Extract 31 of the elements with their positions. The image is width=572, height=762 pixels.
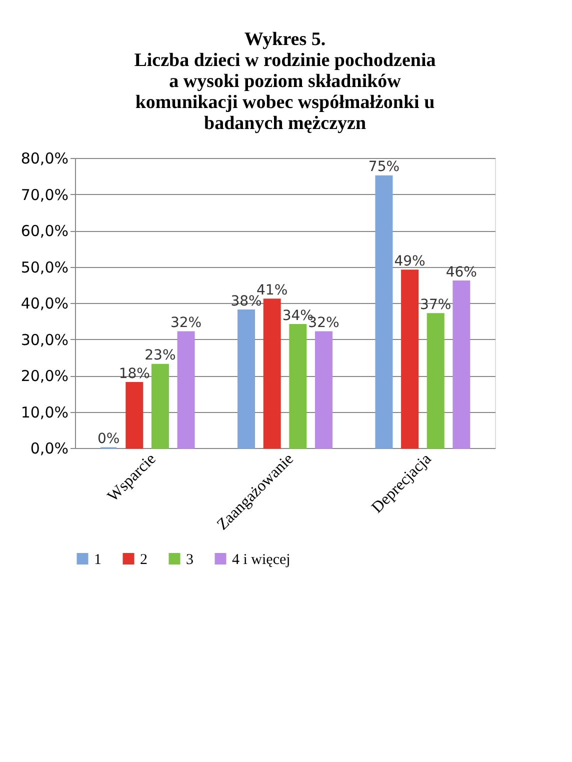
bar: [314, 331, 332, 449]
bar: [151, 364, 169, 449]
legend-label: 1: [94, 552, 102, 568]
y-tick-label: 70,0%: [20, 186, 68, 204]
data-label: 46%: [446, 264, 477, 280]
y-tick-label: 30,0%: [20, 330, 68, 349]
y-tick-label: 80,0%: [20, 150, 68, 168]
legend-label: 4 i więcej: [232, 552, 290, 568]
data-label: 0%: [97, 431, 120, 447]
y-tick-label: 50,0%: [20, 258, 68, 276]
bar: [289, 324, 307, 449]
y-tick-label: 0,0%: [30, 440, 68, 458]
bar: [263, 298, 281, 449]
y-tick-label: 40,0%: [20, 294, 68, 312]
legend-label: 2: [140, 552, 148, 568]
y-tick-label: 10,0%: [20, 403, 68, 422]
bar: [452, 280, 470, 449]
data-label: 23%: [144, 348, 176, 364]
bar: [238, 310, 256, 449]
bar: [177, 331, 195, 449]
y-tick-label: 60,0%: [20, 222, 68, 240]
bar: [426, 313, 444, 449]
bar: [375, 175, 393, 449]
y-tick-label: 20,0%: [20, 367, 68, 385]
data-label: 32%: [170, 315, 202, 331]
data-label: 75%: [368, 159, 400, 176]
legend-label: 3: [186, 552, 194, 568]
chart-title: Wykres 5. Liczba dzieci w rodzinie pochodzenia a wysoki poziom składników komunikacji wobec współmałżonki u badanych mężczyzn: [134, 29, 436, 134]
bar: [401, 270, 419, 449]
bar: [126, 382, 144, 449]
data-label: 49%: [394, 253, 426, 270]
